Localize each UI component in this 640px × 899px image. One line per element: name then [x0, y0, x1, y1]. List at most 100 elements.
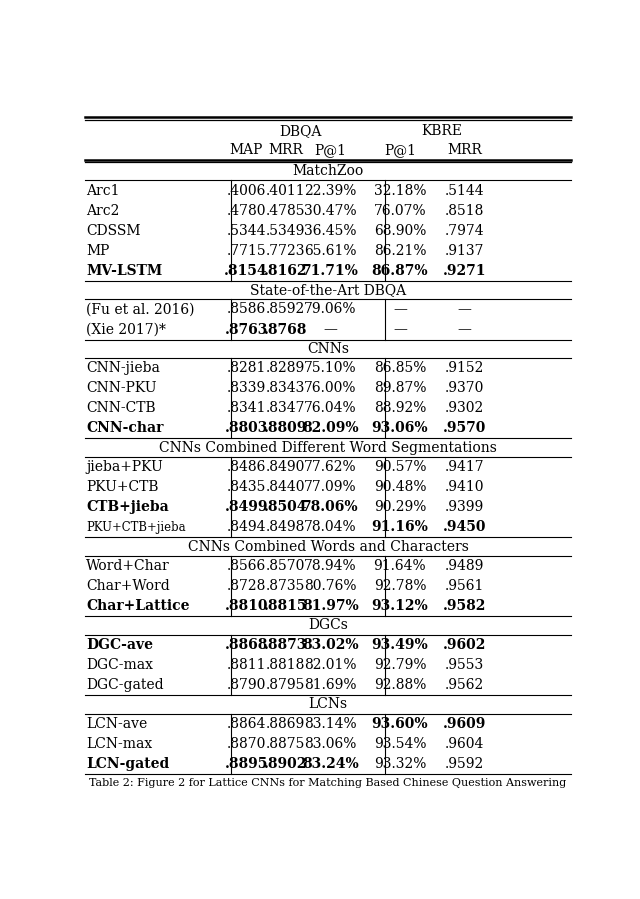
Text: Char+Word: Char+Word — [86, 579, 170, 593]
Text: 81.97%: 81.97% — [302, 599, 359, 613]
Text: 79.06%: 79.06% — [304, 302, 356, 316]
Text: LCN-max: LCN-max — [86, 736, 152, 751]
Text: 93.32%: 93.32% — [374, 757, 426, 770]
Text: .9399: .9399 — [445, 500, 484, 514]
Text: jieba+PKU: jieba+PKU — [86, 460, 163, 474]
Text: (Xie 2017)*: (Xie 2017)* — [86, 323, 166, 336]
Text: CTB+jieba: CTB+jieba — [86, 500, 169, 514]
Text: .4780: .4780 — [227, 203, 266, 218]
Text: P@1: P@1 — [314, 143, 346, 156]
Text: .8490: .8490 — [266, 460, 305, 474]
Text: .9602: .9602 — [443, 637, 486, 652]
Text: .8815: .8815 — [264, 599, 308, 613]
Text: .8586: .8586 — [227, 302, 266, 316]
Text: LCN-ave: LCN-ave — [86, 717, 147, 731]
Text: P@1: P@1 — [384, 143, 416, 156]
Text: 76.07%: 76.07% — [374, 203, 426, 218]
Text: Arc2: Arc2 — [86, 203, 119, 218]
Text: CNN-jieba: CNN-jieba — [86, 361, 160, 375]
Text: .9609: .9609 — [443, 717, 486, 731]
Text: Table 2: Figure 2 for Lattice CNNs for Matching Based Chinese Question Answering: Table 2: Figure 2 for Lattice CNNs for M… — [90, 778, 566, 788]
Text: .8790: .8790 — [227, 678, 266, 692]
Text: .8875: .8875 — [266, 736, 305, 751]
Text: 92.78%: 92.78% — [374, 579, 426, 593]
Text: .8494: .8494 — [227, 521, 266, 534]
Text: 91.16%: 91.16% — [371, 521, 428, 534]
Text: .8864: .8864 — [227, 717, 266, 731]
Text: 89.87%: 89.87% — [374, 381, 426, 396]
Text: 78.94%: 78.94% — [304, 559, 356, 573]
Text: 71.71%: 71.71% — [302, 263, 359, 278]
Text: State-of-the-Art DBQA: State-of-the-Art DBQA — [250, 283, 406, 297]
Text: .8902: .8902 — [264, 757, 308, 770]
Text: 77.09%: 77.09% — [304, 480, 356, 494]
Text: CNN-char: CNN-char — [86, 422, 163, 435]
Text: .8154: .8154 — [225, 263, 268, 278]
Text: .9561: .9561 — [445, 579, 484, 593]
Text: CNNs: CNNs — [307, 342, 349, 356]
Text: 86.87%: 86.87% — [372, 263, 428, 278]
Text: 83.06%: 83.06% — [304, 736, 356, 751]
Text: .7723: .7723 — [266, 244, 305, 258]
Text: .8803: .8803 — [225, 422, 268, 435]
Text: .8795: .8795 — [266, 678, 305, 692]
Text: Char+Lattice: Char+Lattice — [86, 599, 189, 613]
Text: .8347: .8347 — [266, 401, 305, 415]
Text: MRR: MRR — [447, 143, 482, 156]
Text: CNNs Combined Words and Characters: CNNs Combined Words and Characters — [188, 539, 468, 554]
Text: .8440: .8440 — [266, 480, 305, 494]
Text: 82.09%: 82.09% — [302, 422, 359, 435]
Text: .9302: .9302 — [445, 401, 484, 415]
Text: .9137: .9137 — [445, 244, 484, 258]
Text: (Fu et al. 2016): (Fu et al. 2016) — [86, 302, 195, 316]
Text: .9152: .9152 — [445, 361, 484, 375]
Text: .9592: .9592 — [445, 757, 484, 770]
Text: 83.02%: 83.02% — [302, 637, 359, 652]
Text: 93.54%: 93.54% — [374, 736, 426, 751]
Text: .8735: .8735 — [266, 579, 305, 593]
Text: .9489: .9489 — [445, 559, 484, 573]
Text: .7715: .7715 — [227, 244, 266, 258]
Text: 32.18%: 32.18% — [374, 183, 426, 198]
Text: —: — — [458, 302, 471, 316]
Text: —: — — [393, 302, 407, 316]
Text: LCN-gated: LCN-gated — [86, 757, 169, 770]
Text: CNN-PKU: CNN-PKU — [86, 381, 156, 396]
Text: 93.06%: 93.06% — [372, 422, 428, 435]
Text: .8339: .8339 — [227, 381, 266, 396]
Text: .9570: .9570 — [443, 422, 486, 435]
Text: .5344: .5344 — [227, 224, 266, 237]
Text: .8435: .8435 — [227, 480, 266, 494]
Text: 65.61%: 65.61% — [304, 244, 356, 258]
Text: 78.04%: 78.04% — [304, 521, 356, 534]
Text: 92.88%: 92.88% — [374, 678, 426, 692]
Text: 90.48%: 90.48% — [374, 480, 426, 494]
Text: 93.49%: 93.49% — [372, 637, 428, 652]
Text: .8566: .8566 — [227, 559, 266, 573]
Text: .9553: .9553 — [445, 658, 484, 672]
Text: Word+Char: Word+Char — [86, 559, 170, 573]
Text: 81.69%: 81.69% — [304, 678, 356, 692]
Text: 75.10%: 75.10% — [304, 361, 356, 375]
Text: 76.00%: 76.00% — [304, 381, 356, 396]
Text: .8810: .8810 — [225, 599, 268, 613]
Text: Arc1: Arc1 — [86, 183, 120, 198]
Text: .5144: .5144 — [445, 183, 484, 198]
Text: 78.06%: 78.06% — [302, 500, 359, 514]
Text: 36.45%: 36.45% — [304, 224, 356, 237]
Text: 82.01%: 82.01% — [304, 658, 356, 672]
Text: 80.76%: 80.76% — [304, 579, 356, 593]
Text: .8869: .8869 — [266, 717, 305, 731]
Text: KBRE: KBRE — [422, 124, 463, 138]
Text: 92.79%: 92.79% — [374, 658, 426, 672]
Text: 88.92%: 88.92% — [374, 401, 426, 415]
Text: .8486: .8486 — [227, 460, 266, 474]
Text: 22.39%: 22.39% — [304, 183, 356, 198]
Text: .8341: .8341 — [227, 401, 266, 415]
Text: .4785: .4785 — [266, 203, 305, 218]
Text: DBQA: DBQA — [280, 124, 322, 138]
Text: .5349: .5349 — [266, 224, 305, 237]
Text: .8570: .8570 — [266, 559, 305, 573]
Text: .9370: .9370 — [445, 381, 484, 396]
Text: .9410: .9410 — [445, 480, 484, 494]
